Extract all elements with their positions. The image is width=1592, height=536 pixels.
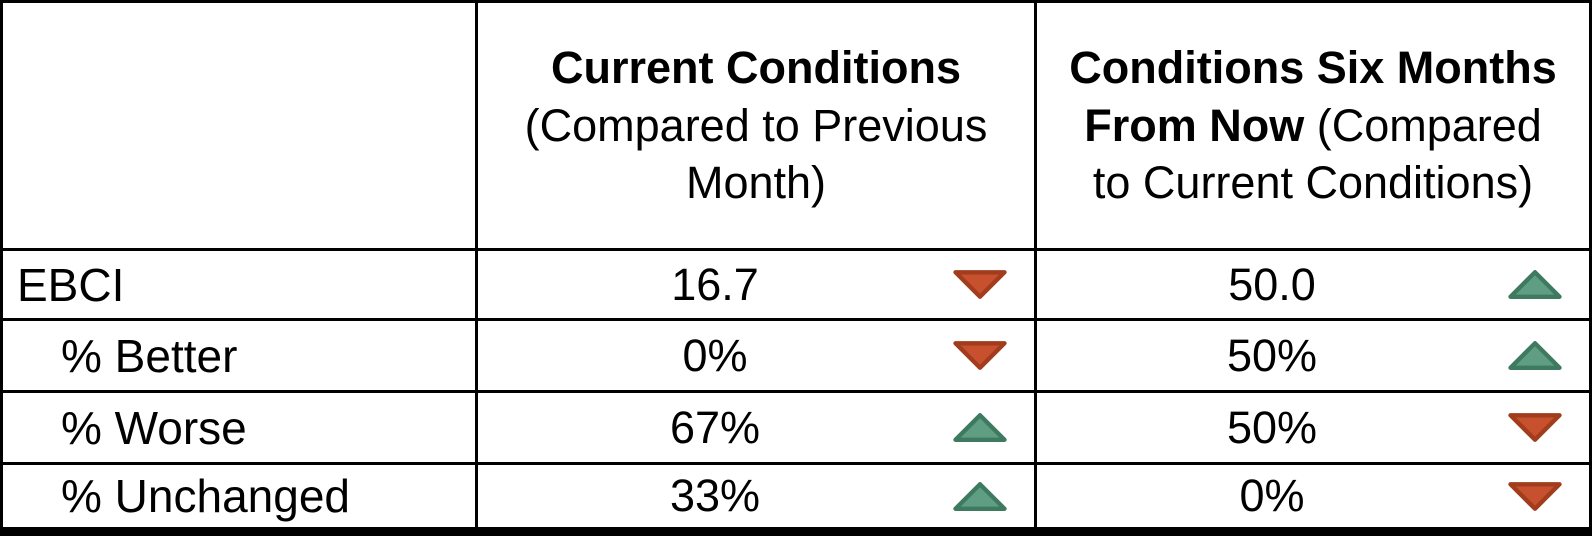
trend-up-icon bbox=[953, 481, 1007, 511]
unchanged-current-value: 33% bbox=[669, 470, 761, 521]
trend-down-icon bbox=[1508, 413, 1562, 442]
cell-unchanged-six-months: 0% bbox=[1034, 462, 1589, 527]
header-cell-row-labels bbox=[3, 3, 475, 248]
row-label-worse: % Worse bbox=[3, 390, 475, 462]
header-cell-six-months: Conditions Six Months From Now (Compared… bbox=[1034, 3, 1589, 248]
ebci-six-months-value: 50.0 bbox=[1228, 258, 1316, 310]
better-current-value: 0% bbox=[682, 329, 748, 381]
cell-better-current: 0% bbox=[475, 318, 1034, 390]
cell-better-six-months: 50% bbox=[1034, 318, 1589, 390]
trend-down-icon bbox=[1508, 481, 1562, 511]
trend-up-icon bbox=[953, 413, 1007, 442]
cell-ebci-current: 16.7 bbox=[475, 248, 1034, 318]
header-six-months-text: Conditions Six Months From Now (Compared… bbox=[1065, 39, 1561, 212]
row-label-better: % Better bbox=[3, 318, 475, 390]
trend-up-icon bbox=[1508, 270, 1562, 299]
header-cell-current-conditions: Current Conditions (Compared to Previous… bbox=[475, 3, 1034, 248]
row-label-unchanged: % Unchanged bbox=[3, 462, 475, 527]
header-six-months-bold: Conditions Six Months From Now bbox=[1069, 42, 1557, 151]
header-six-months-rest: (Compared to Current Conditions) bbox=[1092, 99, 1542, 209]
row-label-ebci: EBCI bbox=[3, 248, 475, 318]
worse-six-months-value: 50% bbox=[1226, 401, 1318, 453]
cell-unchanged-current: 33% bbox=[475, 462, 1034, 527]
worse-current-value: 67% bbox=[669, 401, 761, 453]
header-current-conditions-rest: (Compared to Previous Month) bbox=[524, 99, 988, 209]
trend-up-icon bbox=[1508, 341, 1562, 370]
cell-worse-six-months: 50% bbox=[1034, 390, 1589, 462]
trend-down-icon bbox=[953, 341, 1007, 370]
unchanged-six-months-value: 0% bbox=[1239, 470, 1305, 521]
cell-worse-current: 67% bbox=[475, 390, 1034, 462]
header-current-conditions-bold: Current Conditions bbox=[551, 42, 961, 94]
better-six-months-value: 50% bbox=[1226, 329, 1318, 381]
cell-ebci-six-months: 50.0 bbox=[1034, 248, 1589, 318]
trend-down-icon bbox=[953, 270, 1007, 299]
ebci-current-value: 16.7 bbox=[671, 258, 759, 310]
header-current-conditions-text: Current Conditions (Compared to Previous… bbox=[508, 39, 1004, 212]
